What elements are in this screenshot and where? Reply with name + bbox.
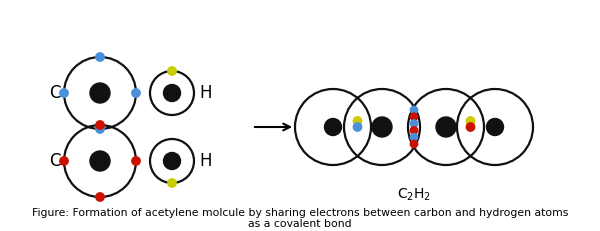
Circle shape <box>410 134 418 141</box>
Text: C: C <box>49 152 61 170</box>
Circle shape <box>163 85 181 101</box>
Circle shape <box>90 151 110 171</box>
Circle shape <box>163 152 181 170</box>
Circle shape <box>96 121 104 129</box>
Circle shape <box>410 113 418 121</box>
Circle shape <box>168 67 176 75</box>
Circle shape <box>372 117 392 137</box>
Circle shape <box>466 117 475 125</box>
Circle shape <box>90 83 110 103</box>
Circle shape <box>168 179 176 187</box>
Text: H: H <box>200 84 212 102</box>
Circle shape <box>436 117 456 137</box>
Circle shape <box>132 157 140 165</box>
Text: C: C <box>49 84 61 102</box>
Circle shape <box>96 125 104 133</box>
Circle shape <box>96 193 104 201</box>
Circle shape <box>325 119 341 136</box>
Circle shape <box>487 119 503 136</box>
Circle shape <box>353 117 362 125</box>
Text: H: H <box>200 152 212 170</box>
Text: C$_2$H$_2$: C$_2$H$_2$ <box>397 187 431 203</box>
Circle shape <box>353 123 362 131</box>
Circle shape <box>132 89 140 97</box>
Circle shape <box>96 53 104 61</box>
Circle shape <box>410 127 418 134</box>
Text: as a covalent bond: as a covalent bond <box>248 219 352 229</box>
Circle shape <box>60 89 68 97</box>
Circle shape <box>60 157 68 165</box>
Circle shape <box>410 120 418 127</box>
Circle shape <box>410 140 418 148</box>
Circle shape <box>466 123 475 131</box>
Text: Figure: Formation of acetylene molcule by sharing electrons between carbon and h: Figure: Formation of acetylene molcule b… <box>32 208 568 218</box>
Circle shape <box>410 106 418 114</box>
